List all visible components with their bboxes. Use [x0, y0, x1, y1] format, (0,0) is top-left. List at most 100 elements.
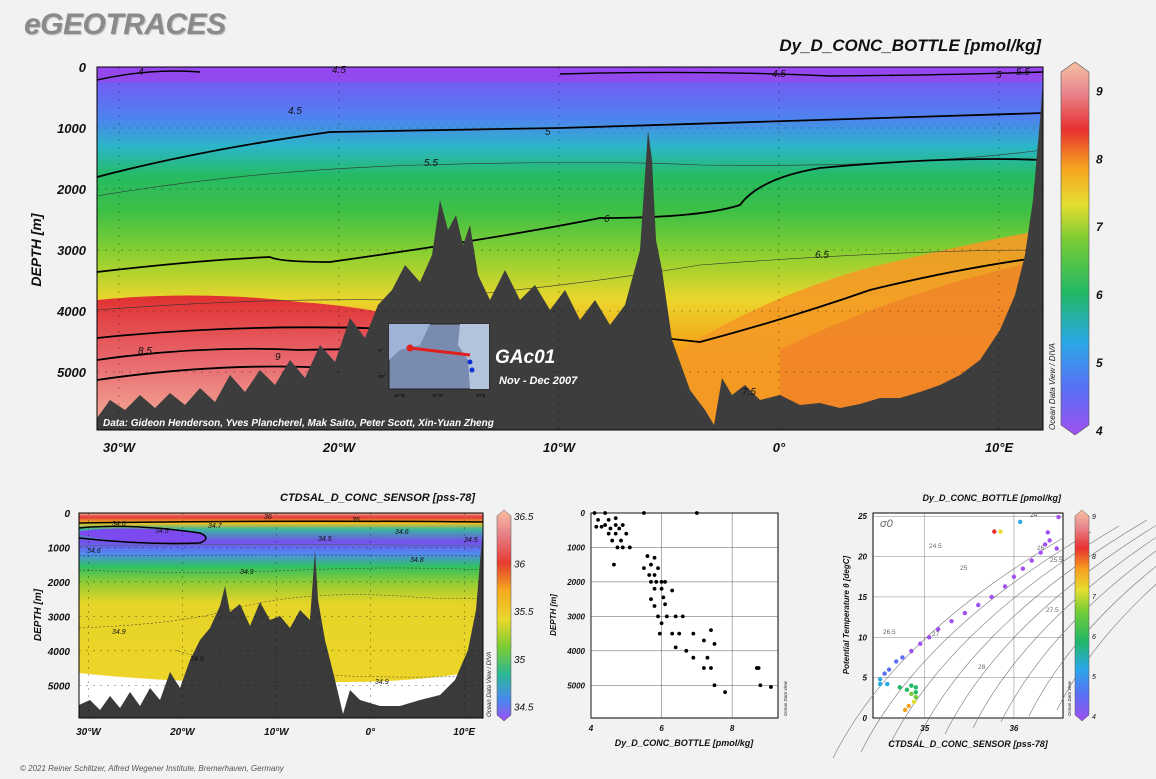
main-x-tick-label: 20°W	[322, 440, 357, 455]
ts-diagram-plot: 24 24.5 25 25.5 26 26.5 27 27.5 28 σ0	[832, 512, 1156, 759]
salinity-contour-label: 34.5	[155, 528, 169, 535]
profile-data-point	[624, 531, 629, 536]
profile-data-point	[769, 685, 773, 689]
profile-data-point	[652, 586, 657, 591]
inset-start-marker	[406, 344, 414, 352]
profile-data-point	[656, 566, 660, 571]
profile-data-point	[599, 524, 604, 529]
main-field-surface	[97, 67, 1043, 82]
profile-x-tick-label: 6	[659, 724, 664, 733]
profile-data-point	[659, 621, 664, 626]
main-contour-label: 4	[138, 67, 144, 78]
profile-data-point	[610, 538, 615, 543]
profile-data-point	[702, 638, 706, 643]
profile-data-point	[613, 516, 618, 521]
main-y-tick-label: 2000	[56, 182, 87, 197]
salinity-colorbar-tick-label: 34.5	[514, 702, 534, 713]
profile-data-point	[657, 631, 662, 636]
salinity-contour-36	[79, 520, 483, 524]
ts-x-tick-label: 35	[920, 724, 929, 733]
main-colorbar-tick-label: 9	[1096, 84, 1103, 98]
ts-colorbar-tick-label: 4	[1092, 714, 1096, 721]
main-contour-label: 7.5	[742, 387, 756, 398]
ts-y-ticks: 0 5 10 15 20 25	[857, 512, 867, 723]
profile-data-point	[603, 511, 608, 515]
salinity-contour-label: 34.9	[375, 679, 389, 686]
salinity-y-ticks: 0 1000 2000 3000 4000 5000	[47, 509, 71, 692]
main-contour-label: 4.5	[772, 69, 786, 80]
ts-isopycnal-line	[1056, 583, 1156, 711]
salinity-y-tick-label: 3000	[48, 612, 71, 623]
salinity-contour-labels: 36 35 34.6 34.5 34.7 34.5 34.6 34.5 34.6 34.8 34.9…	[87, 514, 478, 686]
ts-data-point	[926, 635, 932, 640]
ts-data-point	[989, 594, 994, 600]
main-y-tick-label: 1000	[57, 121, 87, 136]
contour-5	[97, 112, 1043, 178]
main-contour-label: 5	[996, 70, 1002, 81]
profile-y-tick-label: 0	[581, 509, 586, 518]
data-credit: Data: Gideon Henderson, Yves Plancherel,…	[103, 418, 494, 429]
profile-data-point	[620, 545, 625, 550]
ts-data-point	[1002, 584, 1008, 589]
main-colorbar-tick-label: 6	[1096, 288, 1103, 302]
contour-6	[97, 158, 1043, 273]
salinity-contour-label: 34.9	[190, 656, 204, 663]
ts-data-point	[904, 687, 910, 692]
salinity-x-tick-label: 0°	[365, 727, 376, 738]
profile-data-point	[664, 614, 669, 619]
ts-y-tick-label: 20	[857, 553, 867, 562]
profile-data-point	[652, 604, 657, 608]
ts-data-point	[992, 529, 997, 534]
salinity-low-core	[80, 528, 206, 544]
inset-lat-tick-1: -0°	[377, 348, 383, 353]
main-x-tick-label: 30°W	[103, 440, 137, 455]
profile-data-point	[691, 631, 696, 636]
contour-6.5	[97, 249, 1043, 311]
profile-x-tick-label: 8	[730, 724, 735, 733]
inset-land-east	[458, 324, 489, 389]
ts-x-ticks: 35 36	[920, 724, 1019, 733]
main-bathymetry	[97, 80, 1043, 430]
ts-x-tick-label: 36	[1009, 724, 1018, 733]
salinity-y-tick-label: 4000	[47, 647, 71, 658]
profile-data-point	[673, 645, 678, 650]
salinity-colorbar-tick-label: 36	[514, 560, 526, 571]
ts-isopycnal-label: 24	[1030, 512, 1038, 519]
profile-data-point	[758, 683, 763, 688]
salinity-contour-34.5	[79, 525, 207, 545]
ts-isopycnal-line	[944, 525, 1156, 735]
main-x-tick-label: 10°E	[985, 440, 1014, 455]
ts-colorbar-tick-label: 9	[1092, 514, 1096, 521]
profile-data-point	[756, 666, 761, 670]
salinity-contour-label: 36	[264, 514, 272, 521]
profile-data-point	[691, 655, 696, 660]
ts-isopycnal-line	[916, 519, 1148, 741]
main-colorbar-tick-label: 5	[1096, 356, 1103, 370]
ts-isopycnal-label: 26.5	[883, 629, 896, 636]
salinity-contour-label: 35	[352, 517, 360, 524]
salinity-contour-label: 34.9	[112, 629, 126, 636]
profile-data-point	[642, 511, 646, 515]
profile-data-point	[649, 562, 653, 567]
ts-data-point	[1042, 542, 1048, 547]
ts-y-axis-label: Potential Temperature θ [degC]	[842, 555, 851, 674]
ts-colorbar-tick-label: 6	[1092, 634, 1096, 641]
profile-data-point	[592, 511, 597, 515]
salinity-y-axis-label: DEPTH [m]	[33, 588, 44, 641]
profile-data-point	[649, 580, 653, 584]
profile-data-point	[603, 523, 608, 527]
inset-station-marker	[467, 359, 473, 365]
profile-x-axis-label: Dy_D_CONC_BOTTLE [pmol/kg]	[615, 738, 755, 748]
salinity-contour-34.9b	[79, 594, 483, 629]
profile-points	[592, 511, 773, 695]
profile-data-point	[620, 523, 625, 527]
salinity-contour-label: 34.7	[208, 523, 223, 530]
ts-data-point	[877, 677, 883, 682]
profile-data-point	[594, 524, 599, 529]
salinity-title: CTDSAL_D_CONC_SENSOR [pss-78]	[280, 492, 475, 504]
ts-points	[877, 514, 1061, 713]
main-y-axis-label: DEPTH [m]	[28, 212, 44, 286]
salinity-section-plot: 36 35 34.6 34.5 34.7 34.5 34.6 34.5 34.6 34.8 34.9…	[78, 512, 484, 719]
inset-lat-tick-2: -20°	[377, 374, 386, 379]
